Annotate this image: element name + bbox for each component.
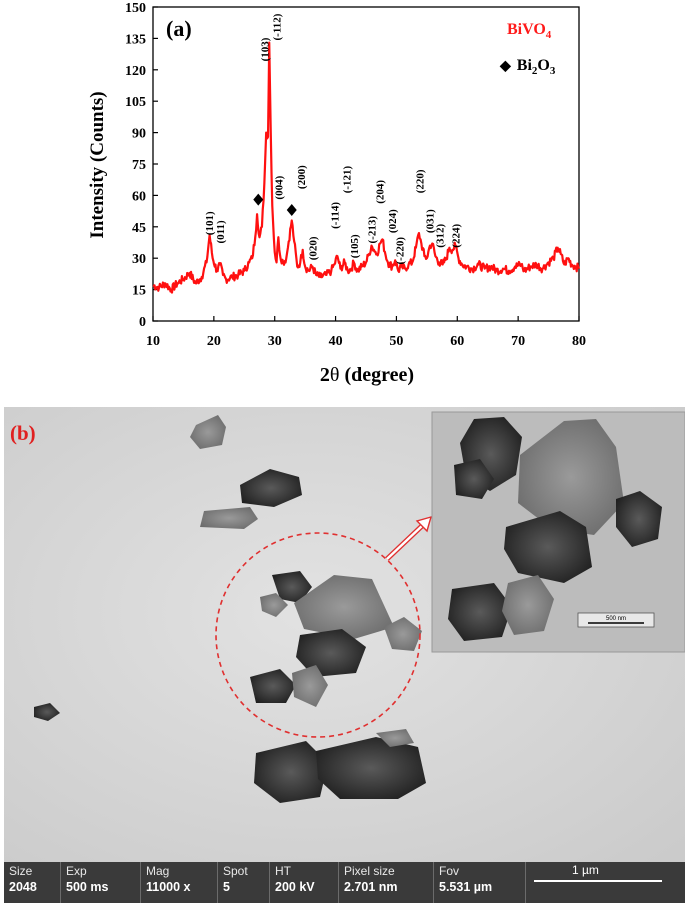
bi2o3-markers (253, 193, 297, 217)
info-pixel-size: Pixel size 2.701 nm (339, 862, 434, 903)
xrd-chart: 0 15 30 45 60 75 90 105 120 135 150 10 20 30 40 50 60 70… (87, 1, 586, 386)
peak-label: (004) (273, 175, 285, 199)
particle (260, 593, 288, 617)
y-axis-ticks: 0 15 30 45 60 75 90 105 120 135 150 (125, 1, 158, 330)
peak-labels: (101)(011) (103)(-112) (004) (200) (020) (-11… (204, 13, 463, 264)
panel-b-label: (b) (10, 421, 36, 445)
particle (296, 629, 366, 677)
particle (292, 665, 328, 707)
diamond-icon (286, 204, 297, 217)
particle (384, 617, 422, 651)
y-tick-label: 135 (125, 32, 146, 47)
diamond-icon: ◆ (499, 59, 512, 74)
particle (190, 415, 226, 449)
particle (250, 669, 296, 703)
info-exp: Exp 500 ms (61, 862, 141, 903)
inset-scale-bar: 500 nm (577, 612, 655, 628)
legend-bi2o3: ◆ Bi2O3 (499, 57, 556, 77)
particle (316, 737, 426, 799)
y-tick-label: 0 (139, 315, 146, 330)
peak-label: (031) (424, 209, 436, 233)
particle (34, 703, 60, 721)
y-tick-label: 30 (132, 252, 146, 267)
scale-bar-line (534, 880, 662, 882)
y-tick-label: 60 (132, 189, 146, 204)
scale-bar: 1 µm (526, 862, 685, 903)
x-tick-label: 30 (268, 334, 282, 349)
xrd-pattern-line (152, 41, 580, 294)
y-axis-label: Intensity (Counts) (87, 91, 108, 238)
x-tick-label: 70 (511, 334, 525, 349)
arrow-icon (385, 515, 433, 561)
y-tick-label: 75 (132, 158, 146, 173)
tem-info-bar: Size 2048 Exp 500 ms Mag 11000 x Spot 5 … (4, 862, 685, 903)
x-tick-label: 40 (329, 334, 343, 349)
peak-label: (103) (259, 37, 271, 61)
peak-label: (011) (215, 220, 227, 244)
info-ht: HT 200 kV (270, 862, 339, 903)
peak-label: (-121) (342, 165, 354, 193)
peak-label: (024) (387, 209, 399, 233)
y-tick-label: 15 (132, 284, 146, 299)
info-size: Size 2048 (4, 862, 61, 903)
highlight-circle (215, 532, 421, 738)
info-spot: Spot 5 (218, 862, 270, 903)
particle (200, 507, 258, 529)
x-tick-label: 80 (572, 334, 586, 349)
panel-a-label: (a) (166, 16, 192, 41)
x-tick-label: 10 (146, 334, 160, 349)
particle (294, 575, 394, 639)
peak-label: (020) (307, 236, 319, 260)
y-tick-label: 150 (125, 1, 146, 16)
x-axis-ticks: 10 20 30 40 50 60 70 80 (146, 316, 586, 349)
plot-frame (152, 6, 580, 322)
peak-label: (-213) (367, 216, 379, 244)
legend: BiVO4 ◆ Bi2O3 (499, 21, 556, 77)
x-tick-label: 50 (389, 334, 403, 349)
y-tick-label: 90 (132, 127, 146, 142)
info-mag: Mag 11000 x (141, 862, 218, 903)
peak-label: (312) (435, 224, 447, 248)
particle (376, 729, 414, 747)
y-tick-label: 105 (125, 95, 146, 110)
peak-label: (220) (415, 169, 427, 193)
tem-image-panel: 500 nm (b) Size 2048 Exp 500 ms Mag 1100… (4, 407, 685, 903)
info-fov: Fov 5.531 µm (434, 862, 526, 903)
peak-label: (-220) (395, 237, 407, 265)
particle (254, 741, 328, 803)
legend-bivo4: BiVO4 (507, 21, 552, 41)
particle (272, 571, 312, 603)
y-tick-label: 45 (132, 221, 146, 236)
diamond-icon (253, 193, 264, 206)
particle (240, 469, 302, 507)
inset-image: 500 nm (431, 411, 685, 653)
scale-bar-label: 1 µm (572, 863, 599, 877)
tem-micrograph: 500 nm (4, 407, 685, 862)
peak-label: (105) (349, 234, 361, 258)
peak-label: (204) (374, 180, 386, 204)
inset-scale-label: 500 nm (606, 616, 626, 622)
x-tick-label: 60 (450, 334, 464, 349)
peak-label: (101) (204, 211, 216, 235)
x-axis-label: 2θ (degree) (320, 364, 414, 386)
x-tick-label: 20 (207, 334, 221, 349)
y-tick-label: 120 (125, 64, 146, 79)
peak-label: (-112) (272, 13, 284, 40)
peak-label: (-114) (329, 202, 341, 229)
peak-label: (224) (451, 224, 463, 248)
peak-label: (200) (296, 165, 308, 189)
